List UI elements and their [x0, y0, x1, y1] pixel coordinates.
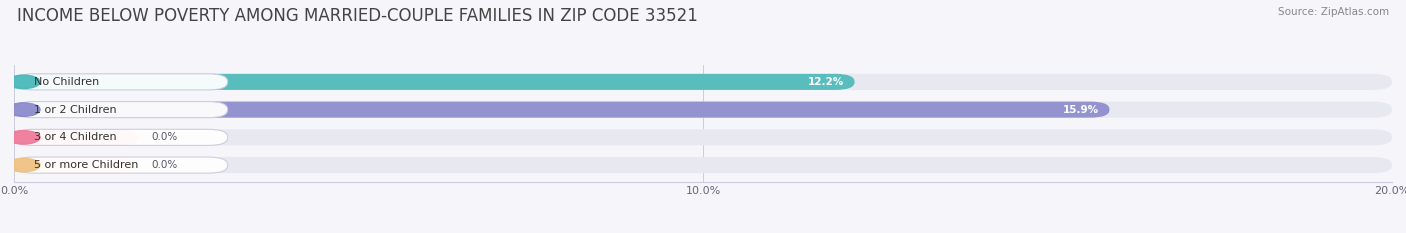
Circle shape [7, 131, 41, 144]
Circle shape [7, 103, 41, 116]
FancyBboxPatch shape [14, 157, 228, 173]
FancyBboxPatch shape [14, 74, 855, 90]
Text: 5 or more Children: 5 or more Children [34, 160, 139, 170]
Text: 3 or 4 Children: 3 or 4 Children [34, 132, 117, 142]
FancyBboxPatch shape [14, 102, 1392, 118]
Circle shape [7, 158, 41, 172]
Text: No Children: No Children [34, 77, 100, 87]
FancyBboxPatch shape [14, 129, 228, 145]
FancyBboxPatch shape [14, 157, 138, 173]
Text: 15.9%: 15.9% [1063, 105, 1099, 115]
FancyBboxPatch shape [14, 102, 1109, 118]
FancyBboxPatch shape [14, 102, 228, 118]
FancyBboxPatch shape [14, 74, 1392, 90]
Circle shape [7, 75, 41, 89]
Text: 0.0%: 0.0% [152, 132, 179, 142]
FancyBboxPatch shape [14, 129, 1392, 145]
Text: 0.0%: 0.0% [152, 160, 179, 170]
Text: 1 or 2 Children: 1 or 2 Children [34, 105, 117, 115]
Text: Source: ZipAtlas.com: Source: ZipAtlas.com [1278, 7, 1389, 17]
FancyBboxPatch shape [14, 74, 228, 90]
FancyBboxPatch shape [14, 157, 1392, 173]
Text: INCOME BELOW POVERTY AMONG MARRIED-COUPLE FAMILIES IN ZIP CODE 33521: INCOME BELOW POVERTY AMONG MARRIED-COUPL… [17, 7, 697, 25]
FancyBboxPatch shape [14, 129, 138, 145]
Text: 12.2%: 12.2% [808, 77, 844, 87]
